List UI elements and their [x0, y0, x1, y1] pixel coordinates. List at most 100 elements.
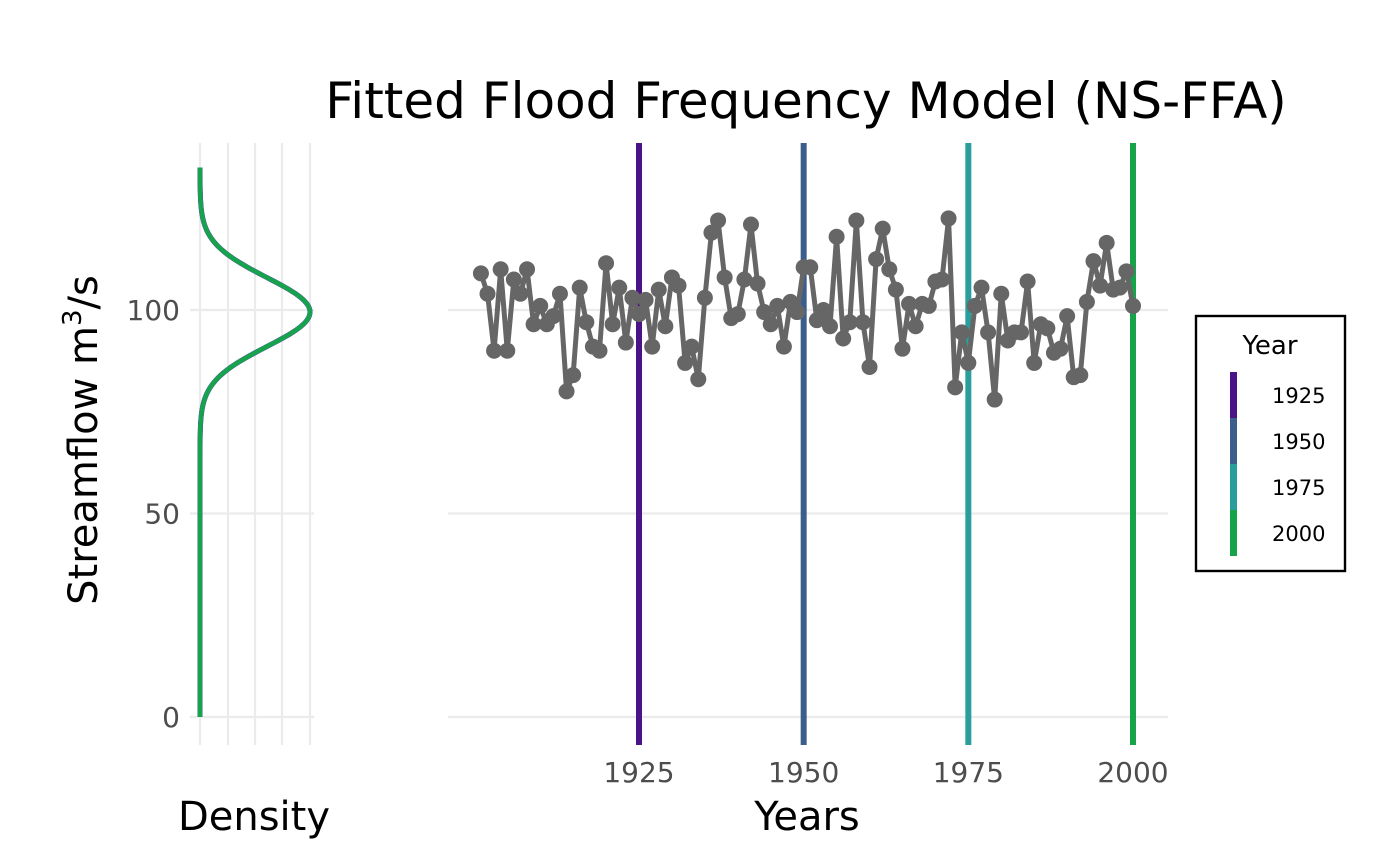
data-point — [960, 354, 977, 371]
density-panel: 0 50 100 — [127, 143, 314, 745]
data-point — [519, 261, 536, 278]
data-point — [861, 358, 878, 375]
year-vertical-lines — [636, 143, 1136, 745]
data-point — [683, 338, 700, 355]
legend: Year 1925 1950 1975 2000 — [1194, 314, 1347, 573]
data-point — [1059, 308, 1076, 325]
y-axis-title-superscript: 3 — [58, 309, 88, 326]
data-point — [650, 281, 667, 298]
data-point — [736, 271, 753, 288]
data-point — [624, 289, 641, 306]
data-point — [1092, 277, 1109, 294]
density-curve-2000 — [197, 167, 313, 717]
y-axis-title-suffix: /s — [61, 275, 107, 309]
data-point — [690, 371, 707, 388]
data-point — [670, 277, 687, 294]
data-point — [1085, 253, 1102, 270]
data-point — [986, 391, 1003, 408]
y-axis-title-main: Streamflow m — [61, 326, 107, 605]
data-point — [980, 324, 997, 341]
x-tick-label: 1950 — [768, 756, 839, 789]
data-point — [591, 342, 608, 359]
data-point — [1111, 279, 1128, 296]
data-point — [525, 316, 542, 333]
data-point — [802, 259, 819, 276]
x-tick-label: 2000 — [1097, 756, 1168, 789]
series-panel: 1925 1950 1975 2000 — [448, 143, 1169, 789]
data-point — [710, 212, 727, 229]
data-point — [505, 271, 522, 288]
legend-title: Year — [1241, 331, 1297, 361]
data-point — [815, 302, 832, 318]
data-point — [1098, 234, 1115, 251]
data-point — [887, 281, 904, 298]
data-point — [604, 316, 621, 333]
data-point — [775, 338, 792, 355]
data-point — [551, 285, 568, 302]
data-point — [1078, 293, 1095, 310]
data-point — [696, 289, 713, 306]
data-point — [703, 224, 720, 241]
data-point — [848, 212, 865, 229]
legend-key-1925 — [1230, 372, 1237, 418]
legend-items: 1925 1950 1975 2000 — [1230, 372, 1325, 556]
data-point — [1125, 297, 1141, 314]
data-point — [920, 297, 937, 314]
data-point — [716, 269, 733, 286]
y-tick-label: 0 — [162, 701, 180, 734]
x-tick-label: 1975 — [933, 756, 1004, 789]
data-point — [1026, 354, 1043, 371]
data-point — [486, 342, 503, 359]
data-point — [617, 334, 634, 351]
x-axis-ticks: 1925 1950 1975 2000 — [603, 756, 1168, 789]
data-point — [868, 251, 885, 268]
data-point — [1039, 320, 1056, 337]
data-point — [565, 367, 582, 384]
data-point — [966, 297, 983, 314]
data-point — [729, 306, 746, 323]
data-point — [492, 261, 509, 278]
data-point — [677, 354, 694, 371]
data-point — [894, 340, 911, 357]
density-curves — [197, 167, 313, 717]
legend-box — [1194, 314, 1347, 573]
data-point — [907, 318, 924, 335]
x-axis-title: Years — [753, 794, 860, 840]
data-point — [854, 314, 871, 331]
data-point — [828, 228, 845, 245]
data-point — [881, 261, 898, 278]
data-point — [611, 279, 628, 296]
data-point — [933, 271, 950, 288]
legend-key-1975 — [1230, 464, 1237, 510]
y-tick-label: 50 — [144, 498, 180, 531]
y-axis-ticks: 0 50 100 — [127, 294, 180, 734]
data-point — [973, 279, 990, 296]
legend-label: 1950 — [1272, 430, 1325, 454]
data-point — [742, 216, 759, 233]
data-point — [1118, 263, 1135, 280]
data-point — [571, 279, 588, 296]
data-point — [657, 318, 674, 335]
series-gridlines — [448, 308, 1168, 719]
streamflow-points — [472, 210, 1141, 408]
data-point — [598, 255, 615, 272]
data-point — [940, 210, 957, 227]
chart-title: Fitted Flood Frequency Model (NS-FFA) — [325, 72, 1287, 130]
data-point — [512, 285, 529, 302]
data-point — [762, 316, 779, 333]
data-point — [1013, 324, 1030, 341]
data-point — [769, 297, 786, 314]
data-point — [499, 342, 516, 359]
data-point — [472, 265, 489, 282]
data-point — [901, 295, 918, 312]
data-point — [532, 297, 549, 314]
data-point — [749, 275, 766, 292]
data-point — [558, 383, 575, 400]
data-point — [1052, 340, 1069, 357]
data-point — [953, 324, 970, 341]
density-x-axis-title: Density — [178, 794, 330, 840]
data-point — [1072, 367, 1089, 384]
data-point — [578, 314, 595, 331]
data-point — [822, 318, 839, 335]
